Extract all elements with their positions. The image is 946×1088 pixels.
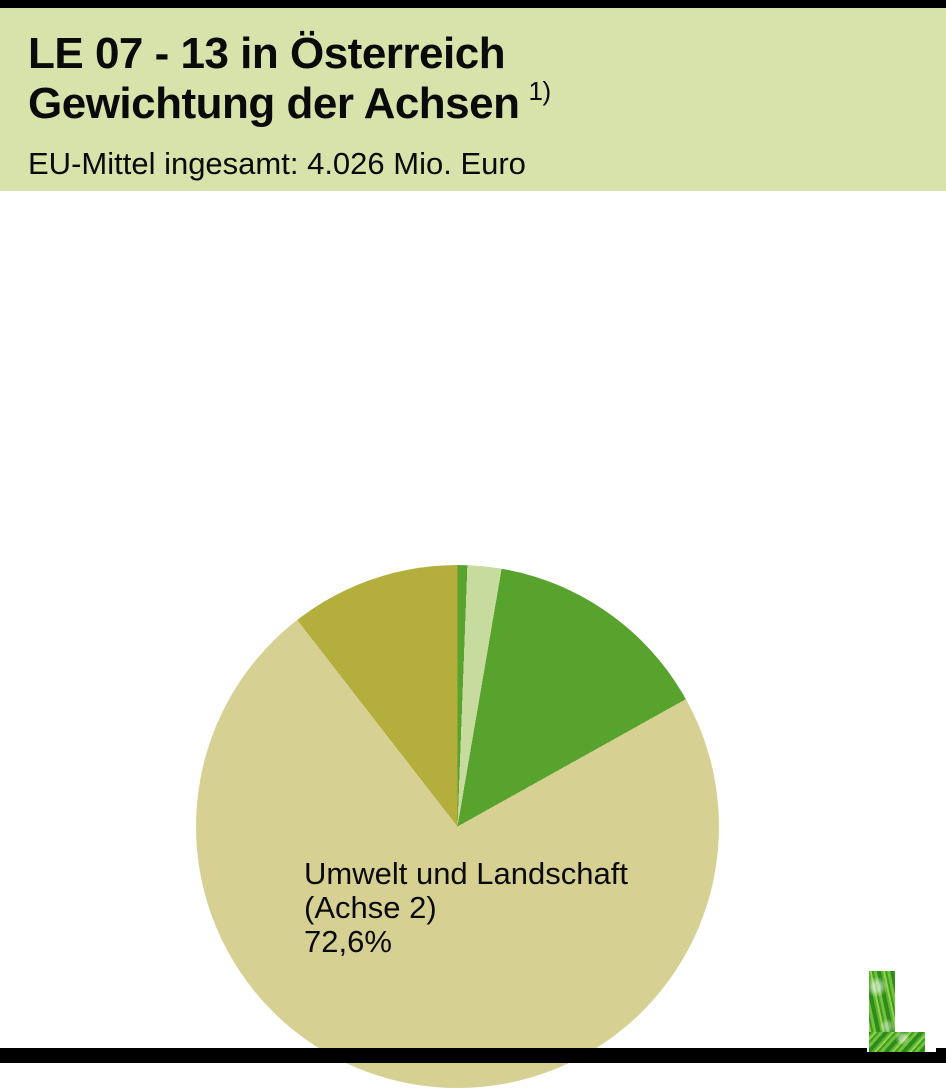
header: LE 07 - 13 in Österreich Gewichtung der … (0, 8, 946, 191)
footnote-marker: 1) (528, 76, 552, 106)
bottom-border-bar (0, 1048, 946, 1063)
grass-l-logo (867, 968, 936, 1052)
chart-area: Umwelt und Landschaft (Achse 2) 72,6% (0, 191, 946, 1088)
pie-chart (196, 565, 719, 1088)
top-border-bar (0, 0, 946, 8)
pie-label-line-3: 72,6% (304, 924, 392, 959)
page-title: LE 07 - 13 in Österreich Gewichtung der … (28, 29, 946, 134)
title-line-2: Gewichtung der Achsen (28, 79, 520, 128)
pie-segment-label: Umwelt und Landschaft (Achse 2) 72,6% (304, 857, 628, 959)
pie-label-line-1: Umwelt und Landschaft (304, 856, 628, 891)
title-line-1: LE 07 - 13 in Österreich (28, 29, 506, 78)
pie-label-line-2: (Achse 2) (304, 890, 437, 925)
grass-l-horizontal-bar (869, 1032, 925, 1052)
chart-subtitle: EU-Mittel ingesamt: 4.026 Mio. Euro (28, 146, 526, 181)
